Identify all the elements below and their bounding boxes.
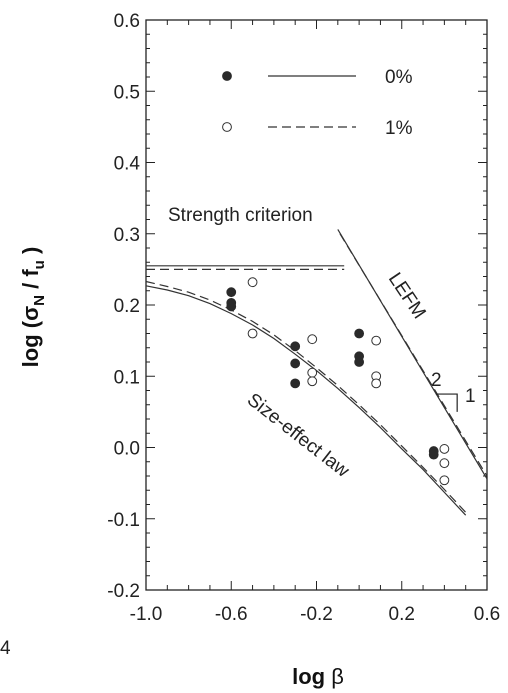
x-tick-label: -0.2 [300,604,333,625]
data-point-open [247,328,258,339]
x-tick-label: 0.2 [389,604,415,625]
data-point-filled [354,328,365,339]
cutoff-tick-label: 4 [0,638,11,659]
y-tick-label: 0.5 [114,82,140,103]
legend: 0% 1% [222,67,413,139]
size-effect-curve-1 [145,280,467,513]
x-axis-title-symbol: β [331,664,344,689]
y-tick-label: 0.6 [114,11,140,32]
x-axis-title-main: log [292,664,331,689]
slope-rise-label: 1 [465,386,476,407]
y-axis-title: log (σN / fu ) [18,247,48,368]
data-point-filled [226,301,237,312]
y-tick-label: 0.0 [114,439,140,460]
x-tick-label: -1.0 [130,604,163,625]
y-axis-title-end: ) [18,247,43,260]
size-effect-curve-0 [145,285,467,516]
chart-lines [145,229,488,516]
lefm-label: LEFM [384,269,430,323]
data-point-filled [290,341,301,352]
data-point-filled [290,358,301,369]
y-tick-label: 0.1 [114,367,140,388]
legend-label-0: 0% [385,67,413,88]
y-axis-title-sub2: u [31,260,48,269]
y-tick-label: 0.3 [114,225,140,246]
data-point-open [307,334,318,345]
x-axis: -1.0 -0.6 -0.2 0.2 0.6 [130,20,500,625]
size-effect-law-label: Size-effect law [243,389,353,482]
annotations: Strength criterion LEFM Size-effect law 2 1 [168,205,476,482]
data-point-open [371,335,382,346]
slope-run-label: 2 [431,370,442,391]
data-point-filled [428,449,439,460]
plot-frame [145,19,488,591]
legend-marker-0 [222,71,232,81]
chart-markers [226,277,450,486]
data-point-filled [354,357,365,367]
data-point-open [371,378,382,389]
plot-border [145,19,488,591]
x-axis-title: log β [292,664,344,689]
y-tick-label: -0.1 [107,510,140,531]
strength-criterion-label: Strength criterion [168,205,313,226]
x-tick-label: 0.6 [474,604,500,625]
y-tick-label: 0.2 [114,296,140,317]
y-axis-title-mid: / f [18,269,43,295]
lefm-line-1 [339,233,488,477]
x-tick-label: -0.6 [215,604,248,625]
y-axis: -0.2 -0.1 0.0 0.1 0.2 0.3 0.4 0.5 0.6 [107,11,487,602]
data-point-open [247,277,258,288]
legend-marker-1 [222,122,232,132]
y-tick-label: 0.4 [114,154,141,175]
data-point-open [307,376,318,387]
y-axis-title-main: log (σ [18,306,43,367]
data-point-open [439,458,450,469]
slope-triangle [435,393,458,412]
data-point-open [439,475,450,486]
data-point-filled [226,287,237,298]
legend-label-1: 1% [385,118,413,139]
data-point-filled [290,378,301,389]
data-point-open [439,444,450,454]
data-point-open [307,367,318,378]
y-tick-label: -0.2 [107,581,140,602]
y-axis-title-sub1: N [31,295,48,306]
